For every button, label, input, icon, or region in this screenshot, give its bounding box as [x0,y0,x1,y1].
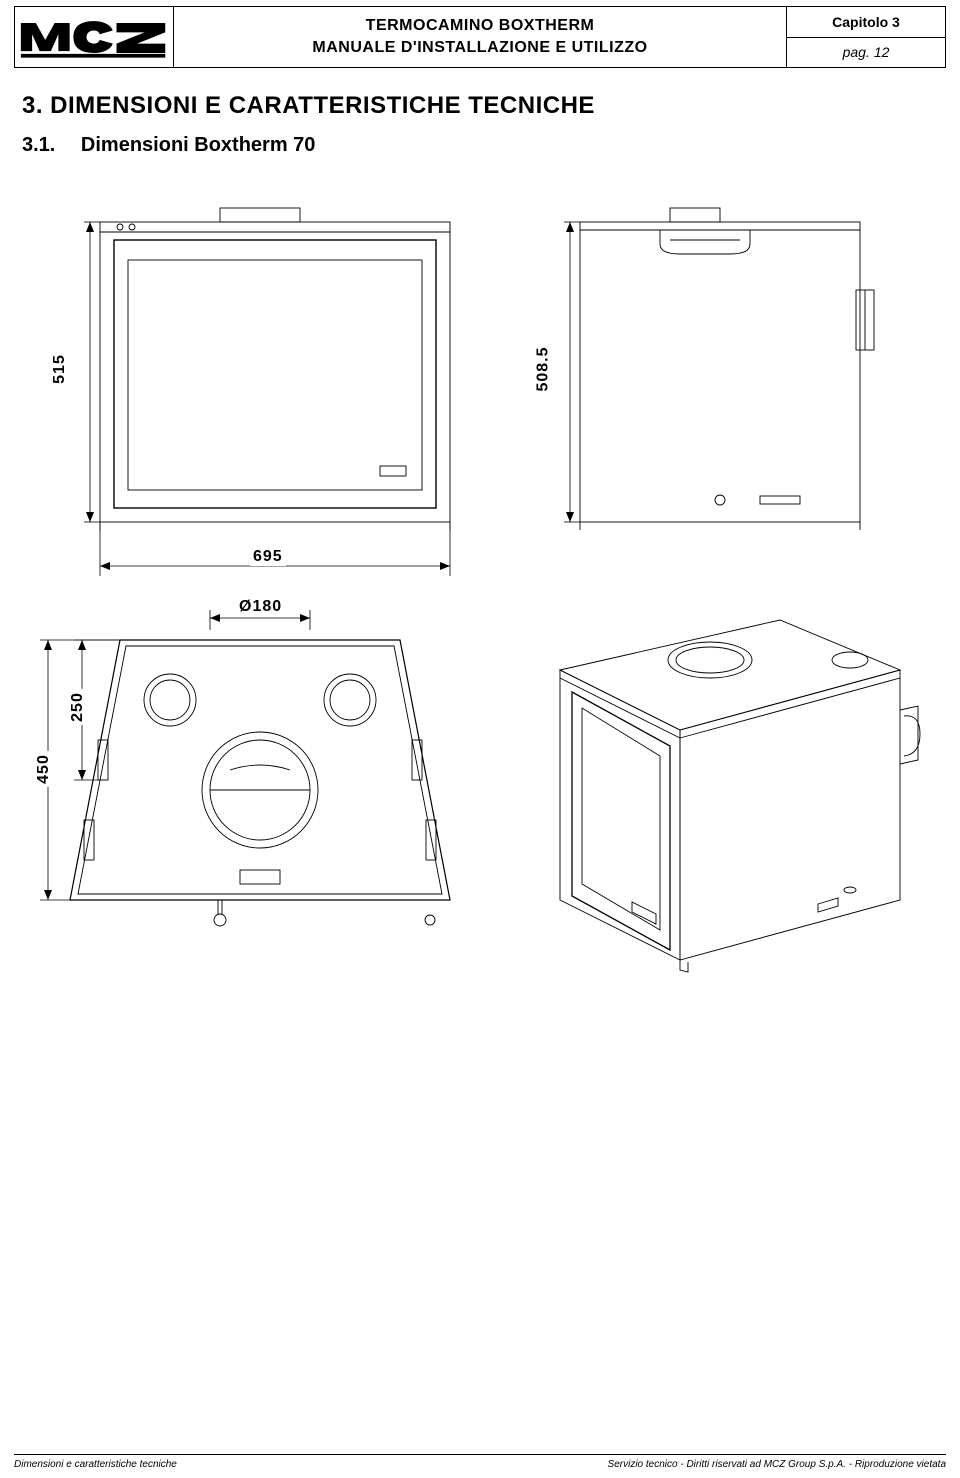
dim-top-outer: 450 [35,751,53,787]
mcz-logo-svg [19,11,169,63]
page-header: TERMOCAMINO BOXTHERM MANUALE D'INSTALLAZ… [14,6,946,68]
drawings-svg [20,200,940,1000]
page-num: 12 [874,44,890,60]
section-heading: 3. DIMENSIONI E CARATTERISTICHE TECNICHE [22,92,595,120]
page-footer: Dimensioni e caratteristiche tecniche Se… [14,1454,946,1470]
subsection-heading: 3.1. Dimensioni Boxtherm 70 [22,134,315,157]
dim-top-inner: 250 [69,689,87,725]
page: TERMOCAMINO BOXTHERM MANUALE D'INSTALLAZ… [0,0,960,1478]
dim-front-height: 515 [51,351,69,387]
dim-flue-diameter: Ø180 [236,598,285,616]
dim-front-width: 695 [250,548,286,566]
top-view [40,610,450,926]
brand-logo [14,6,174,68]
subsection-title: Dimensioni Boxtherm 70 [81,134,316,156]
chapter-label: Capitolo 3 [786,6,946,38]
page-number: pag. 12 [786,38,946,69]
side-view [564,208,874,530]
header-title-line1: TERMOCAMINO BOXTHERM [366,17,595,35]
dim-side-height: 508.5 [535,343,553,394]
footer-right: Servizio tecnico - Diritti riservati ad … [608,1459,946,1470]
technical-drawings: 515 695 508.5 Ø180 250 450 [20,200,940,1000]
isometric-view [560,620,920,972]
header-title: TERMOCAMINO BOXTHERM MANUALE D'INSTALLAZ… [174,6,786,68]
front-view [84,208,450,576]
footer-left: Dimensioni e caratteristiche tecniche [14,1459,177,1470]
page-label: pag. [843,44,870,60]
header-meta: Capitolo 3 pag. 12 [786,6,946,68]
header-title-line2: MANUALE D'INSTALLAZIONE E UTILIZZO [312,39,647,57]
subsection-number: 3.1. [22,134,55,156]
